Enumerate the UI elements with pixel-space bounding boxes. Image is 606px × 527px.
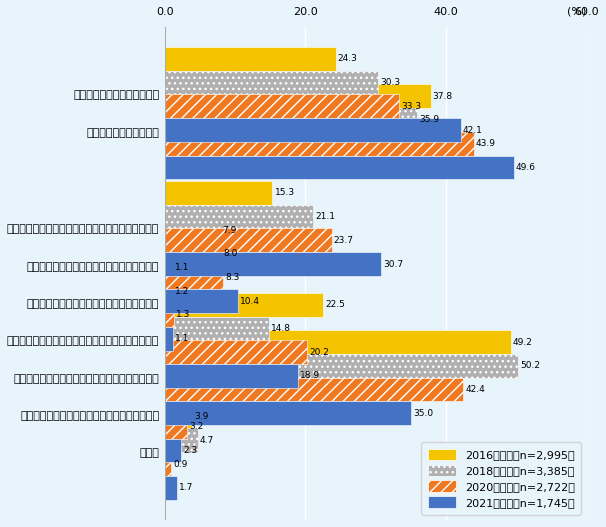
Bar <box>165 242 221 266</box>
Bar <box>165 438 181 462</box>
Text: 3.2: 3.2 <box>190 422 204 431</box>
Text: 43.9: 43.9 <box>476 139 496 148</box>
Text: 7.9: 7.9 <box>222 226 237 235</box>
Text: 8.0: 8.0 <box>223 249 238 258</box>
Text: 22.5: 22.5 <box>325 300 345 309</box>
Text: 21.1: 21.1 <box>315 212 335 221</box>
Bar <box>165 266 223 289</box>
Text: 3.9: 3.9 <box>195 412 209 421</box>
Text: 14.8: 14.8 <box>271 324 291 333</box>
Bar <box>165 330 511 354</box>
Bar <box>165 118 461 142</box>
Text: 35.0: 35.0 <box>413 409 433 418</box>
Bar <box>165 428 198 452</box>
Bar <box>165 181 273 204</box>
Bar <box>165 218 221 242</box>
Text: 15.3: 15.3 <box>275 188 295 197</box>
Text: (%): (%) <box>567 7 587 17</box>
Bar <box>165 94 399 118</box>
Bar <box>165 402 411 425</box>
Text: 1.1: 1.1 <box>175 334 189 343</box>
Text: 50.2: 50.2 <box>520 362 540 370</box>
Legend: 2016年度　（n=2,995）, 2018年度　（n=3,385）, 2020年度　（n=2,722）, 2021年度　（n=1,745）: 2016年度 （n=2,995）, 2018年度 （n=3,385）, 2020… <box>421 442 581 514</box>
Text: 23.7: 23.7 <box>334 236 354 245</box>
Text: 18.9: 18.9 <box>300 372 320 380</box>
Text: 0.9: 0.9 <box>173 460 188 469</box>
Bar <box>165 132 473 155</box>
Text: 42.4: 42.4 <box>465 385 485 394</box>
Text: 2.3: 2.3 <box>183 446 198 455</box>
Text: 1.7: 1.7 <box>179 483 193 492</box>
Bar <box>165 252 381 276</box>
Text: 24.3: 24.3 <box>338 54 358 63</box>
Bar <box>165 256 173 279</box>
Bar <box>165 415 187 438</box>
Bar <box>165 47 336 71</box>
Bar <box>165 378 463 402</box>
Bar <box>165 340 307 364</box>
Bar <box>165 303 174 327</box>
Text: 20.2: 20.2 <box>309 348 329 357</box>
Text: 49.2: 49.2 <box>513 337 533 347</box>
Bar <box>165 84 431 108</box>
Text: 4.7: 4.7 <box>200 436 215 445</box>
Bar <box>165 228 331 252</box>
Bar <box>165 476 177 500</box>
Text: 35.9: 35.9 <box>419 115 439 124</box>
Text: 8.3: 8.3 <box>225 273 240 282</box>
Bar <box>165 317 269 340</box>
Bar <box>165 452 171 476</box>
Text: 42.1: 42.1 <box>463 125 483 134</box>
Bar <box>165 155 514 179</box>
Bar <box>165 405 192 428</box>
Text: 33.3: 33.3 <box>401 102 421 111</box>
Bar <box>165 327 173 350</box>
Text: 49.6: 49.6 <box>516 163 536 172</box>
Bar <box>165 204 313 228</box>
Bar <box>165 108 418 132</box>
Bar <box>165 289 238 313</box>
Bar <box>165 279 173 303</box>
Text: 1.2: 1.2 <box>175 287 190 296</box>
Text: 37.8: 37.8 <box>433 92 453 101</box>
Bar <box>165 354 518 378</box>
Bar <box>165 71 378 94</box>
Bar <box>165 293 323 317</box>
Text: 1.3: 1.3 <box>176 310 190 319</box>
Text: 30.3: 30.3 <box>380 78 400 87</box>
Text: 1.1: 1.1 <box>175 263 189 272</box>
Text: 30.7: 30.7 <box>383 259 403 269</box>
Text: 10.4: 10.4 <box>240 297 260 306</box>
Bar <box>165 364 298 388</box>
